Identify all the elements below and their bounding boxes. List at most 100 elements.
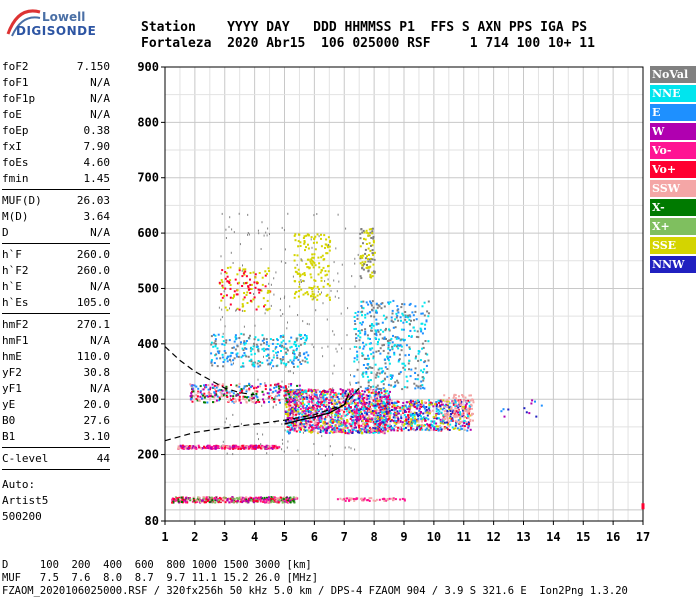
- noval-echo-point: [225, 237, 227, 239]
- f2-echo-point: [448, 406, 451, 409]
- f2-echo-point: [355, 401, 358, 404]
- param-row-foes: foEs 4.60: [2, 156, 110, 170]
- es-echo-point: [205, 498, 208, 501]
- param-row-hes: h`Es 105.0: [2, 296, 110, 310]
- f2-echo-point: [399, 420, 402, 423]
- f2-echo-point: [352, 419, 355, 422]
- oblique-echo-point: [285, 347, 288, 350]
- oblique-echo-point: [365, 371, 368, 373]
- noval-echo-point: [221, 308, 223, 311]
- f2-echo-point: [317, 405, 320, 408]
- legend-item-x: X+: [650, 218, 696, 235]
- sparse-echo-point: [535, 415, 538, 418]
- f2-echo-point: [314, 410, 317, 413]
- station-header: Station YYYY DAY DDD HHMMSS P1 FFS S AXN…: [141, 20, 595, 52]
- oblique-echo-point: [300, 334, 303, 336]
- param-name: yF2: [2, 366, 22, 379]
- oblique-echo-point: [401, 338, 404, 341]
- noval-echo-point: [341, 263, 343, 266]
- es-echo-point: [241, 496, 244, 499]
- f2-echo-point: [318, 401, 321, 404]
- spread-echo-point: [279, 385, 282, 388]
- oblique-echo-point: [323, 234, 326, 237]
- f2-echo-point: [402, 424, 405, 427]
- oblique-echo-point: [315, 241, 318, 244]
- oblique-echo-point: [367, 337, 370, 340]
- f2-echo-point: [308, 426, 311, 429]
- f2-echo-point: [376, 397, 379, 400]
- f2-echo-point: [467, 425, 470, 428]
- es-echo-point: [255, 499, 258, 502]
- f2-echo-point: [439, 422, 442, 425]
- f2-echo-point: [395, 422, 398, 425]
- es2-echo-point: [225, 445, 228, 448]
- f2-echo-point: [325, 391, 328, 394]
- spread-echo-point: [196, 396, 199, 399]
- es-echo-point: [194, 498, 197, 501]
- f2-echo-point: [432, 425, 435, 428]
- f2-echo-point: [357, 423, 359, 426]
- es2-echo-point: [205, 445, 208, 448]
- oblique-echo-point: [210, 359, 213, 361]
- f2-echo-point: [388, 423, 391, 426]
- oblique-echo-point: [294, 280, 297, 283]
- sparse-echo-point: [525, 411, 528, 414]
- f2-echo-point: [400, 413, 403, 416]
- oblique-echo-point: [272, 350, 275, 353]
- oblique-echo-point: [282, 336, 285, 338]
- oblique-echo-point: [298, 354, 301, 357]
- es-echo-point: [171, 501, 174, 504]
- noval-echo-point: [302, 431, 304, 434]
- f2-echo-point: [351, 412, 354, 415]
- noval-echo-point: [333, 261, 335, 264]
- f2-echo-point: [458, 400, 461, 403]
- f2-echo-point: [355, 398, 358, 401]
- noval-echo-point: [223, 290, 225, 293]
- oblique-echo-point: [353, 375, 356, 378]
- es-echo-point: [271, 497, 274, 500]
- f2-echo-point: [394, 411, 397, 414]
- es2-echo-point: [255, 444, 257, 447]
- spread-echo-point: [291, 400, 294, 402]
- oblique-echo-point: [229, 279, 232, 282]
- param-name: foF1p: [2, 92, 36, 105]
- oblique-echo-point: [280, 359, 283, 362]
- f2-echo-point: [327, 425, 330, 428]
- oblique-echo-point: [320, 237, 322, 240]
- spread-echo-point: [253, 387, 255, 390]
- f2-echo-point: [380, 399, 383, 402]
- legend-item-nne: NNE: [650, 85, 696, 102]
- f2-echo-point: [453, 393, 456, 396]
- oblique-echo-point: [229, 266, 232, 269]
- oblique-echo-point: [210, 341, 213, 344]
- f2-echo-point: [370, 428, 373, 431]
- legend-item-vo: Vo+: [650, 161, 696, 178]
- es-echo-point: [217, 501, 220, 504]
- noval-echo-point: [261, 221, 263, 224]
- f2-echo-point: [309, 407, 312, 409]
- es-echo-point: [273, 499, 276, 502]
- oblique-echo-point: [389, 374, 392, 377]
- f2-echo-point: [334, 399, 336, 402]
- es-echo-point: [403, 498, 406, 501]
- f2-echo-point: [425, 408, 428, 411]
- oblique-echo-point: [286, 349, 289, 352]
- param-name: yE: [2, 398, 16, 411]
- oblique-echo-point: [375, 330, 378, 333]
- noval-echo-point: [283, 297, 285, 299]
- noval-echo-point: [263, 355, 264, 358]
- spread-echo-point: [290, 383, 293, 385]
- oblique-echo-point: [365, 229, 368, 232]
- noval-echo-point: [220, 318, 222, 321]
- spread-echo-point: [296, 393, 298, 396]
- es-echo-point: [196, 500, 199, 503]
- spread-echo-point: [291, 392, 293, 395]
- sparse-echo-point: [531, 399, 534, 402]
- es-echo-point: [368, 497, 371, 500]
- es-echo-point: [236, 500, 239, 503]
- oblique-echo-point: [312, 241, 315, 244]
- oblique-echo-point: [297, 240, 300, 243]
- es-echo-point: [260, 496, 263, 499]
- f2-echo-point: [291, 408, 294, 411]
- oblique-echo-point: [303, 235, 306, 238]
